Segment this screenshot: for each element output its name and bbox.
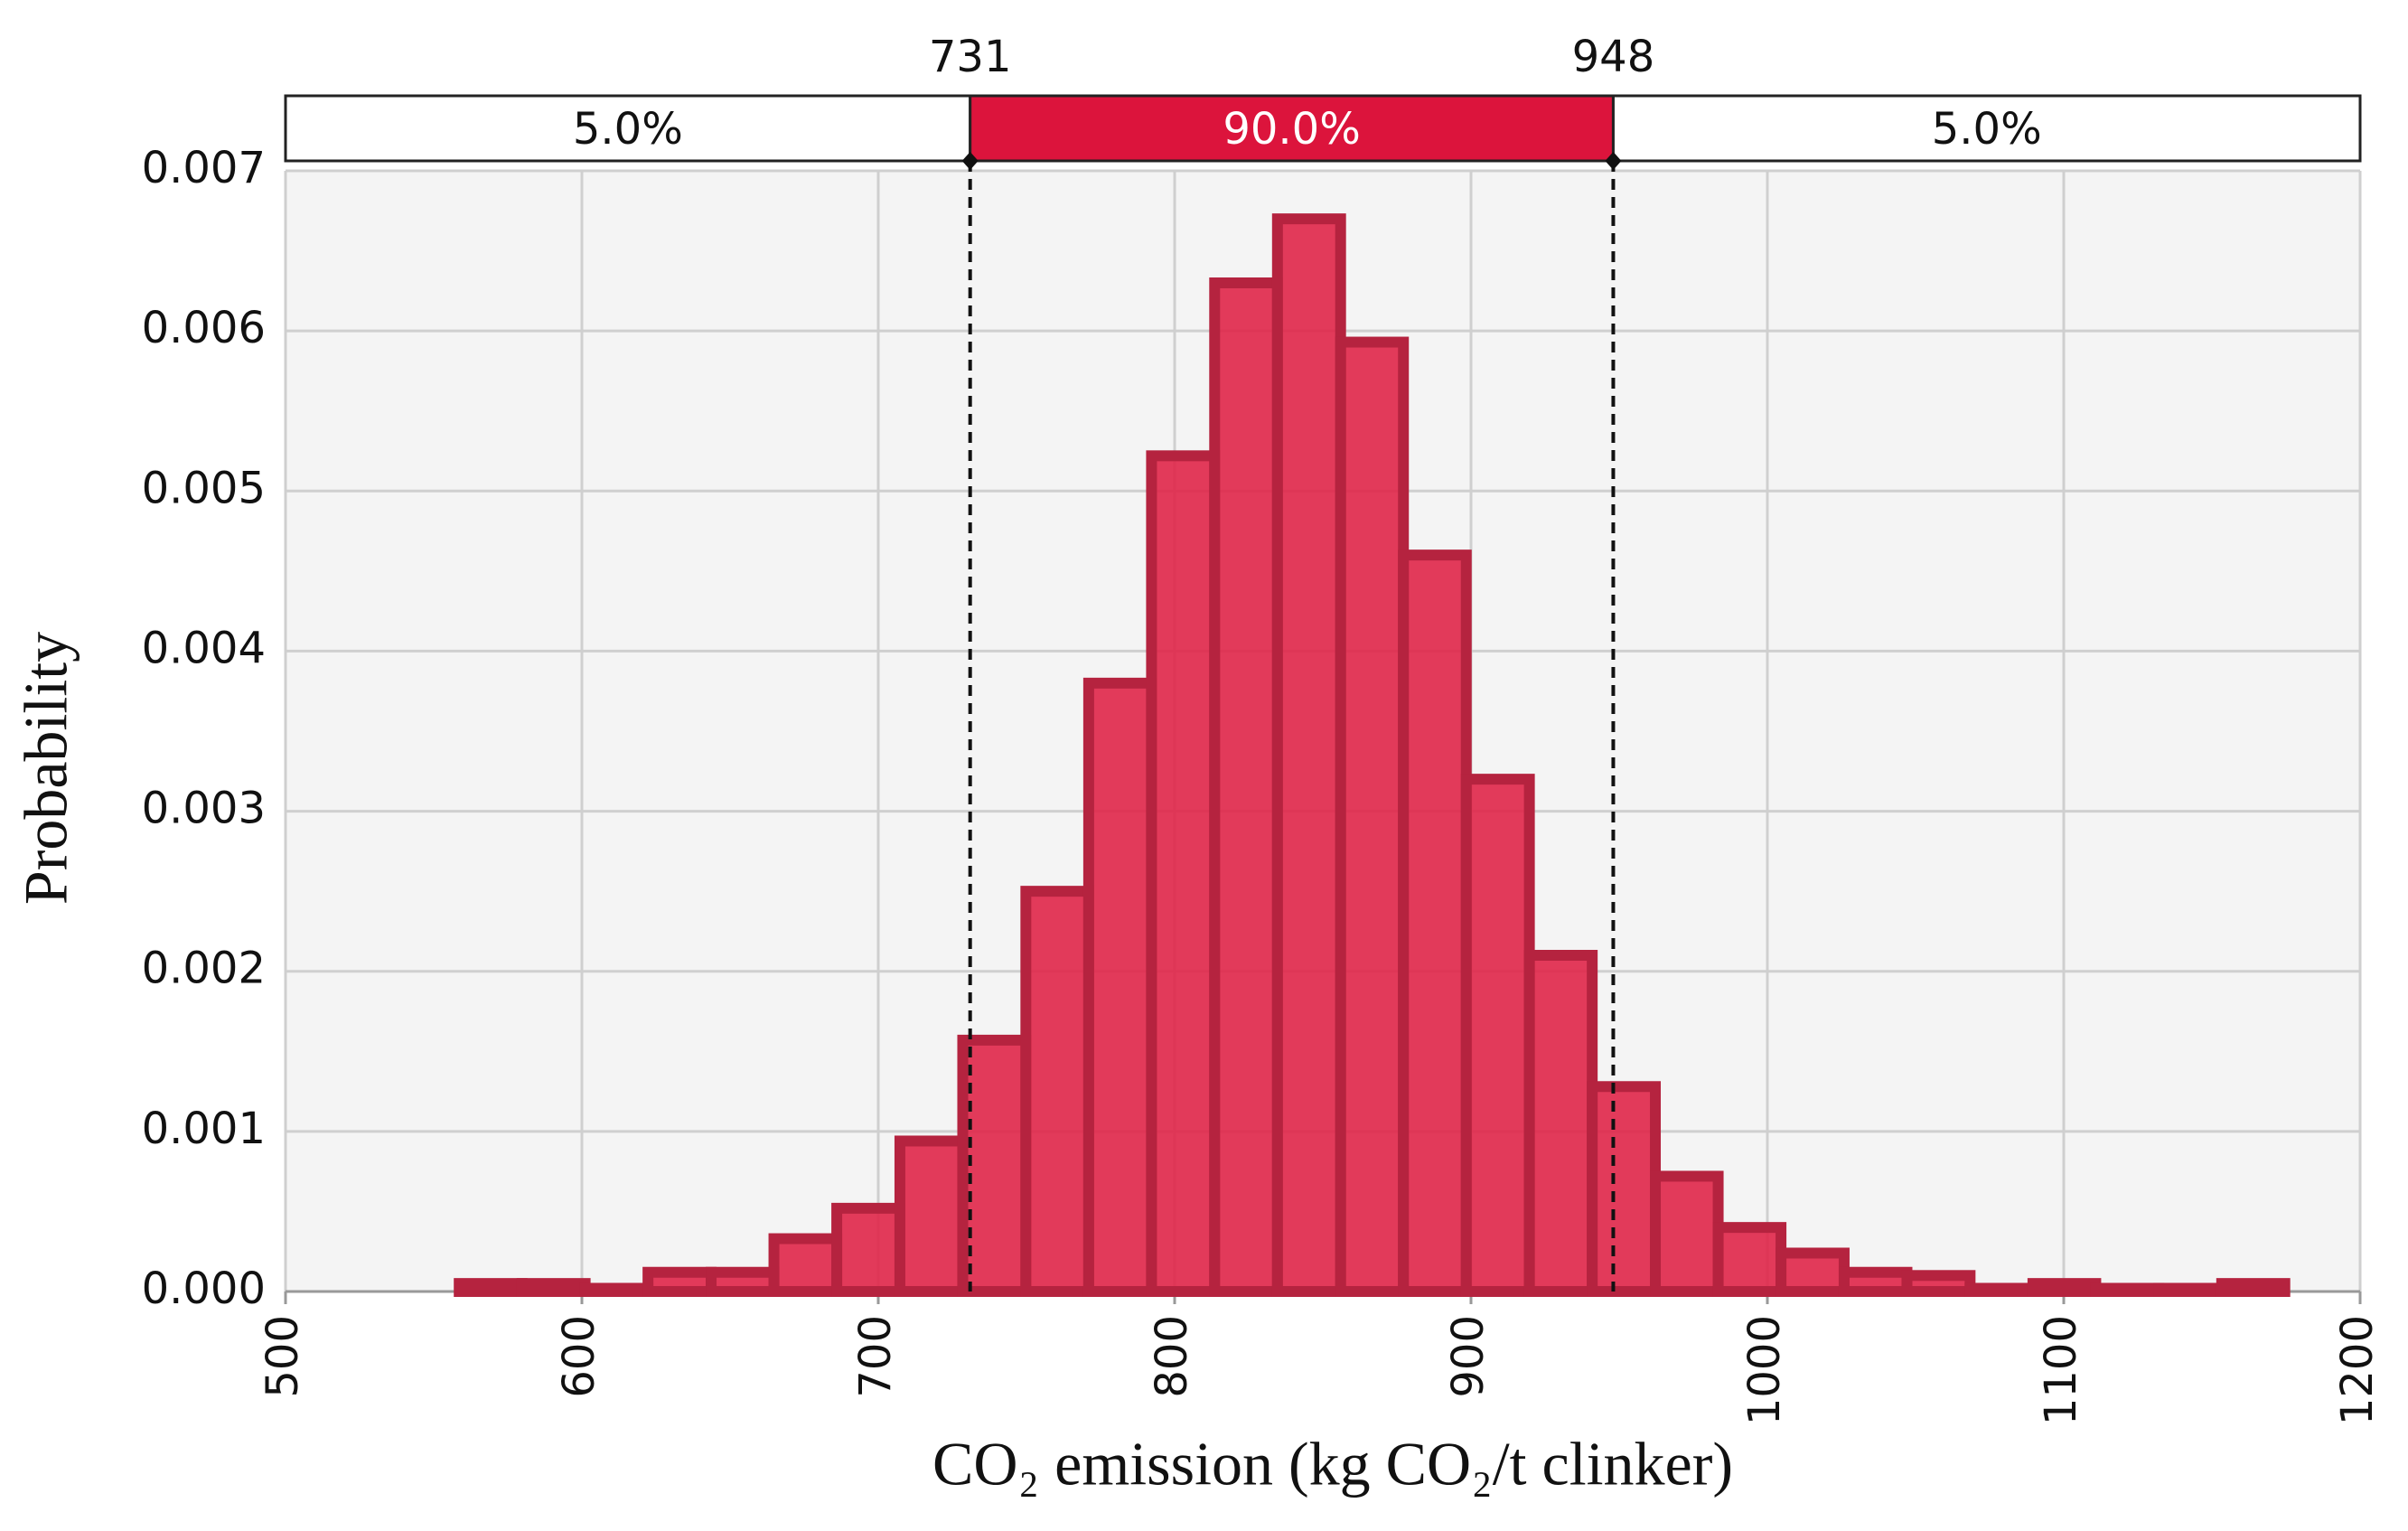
bar bbox=[1146, 450, 1221, 1298]
bar bbox=[516, 1278, 591, 1297]
x-tick-label: 800 bbox=[1147, 1315, 1197, 1398]
interval-label: 90.0% bbox=[1223, 104, 1360, 155]
x-tick-label: 1000 bbox=[1739, 1315, 1790, 1425]
bar bbox=[1650, 1170, 1724, 1298]
bar bbox=[2216, 1278, 2291, 1297]
bar bbox=[768, 1233, 843, 1297]
bar bbox=[894, 1135, 969, 1297]
x-tick-label: 900 bbox=[1443, 1315, 1494, 1398]
x-tick-label: 700 bbox=[850, 1315, 901, 1398]
bar bbox=[1964, 1282, 2038, 1298]
x-tick-label: 500 bbox=[258, 1315, 308, 1398]
bar bbox=[1587, 1081, 1662, 1298]
bar bbox=[1838, 1266, 1913, 1297]
bar bbox=[1523, 950, 1598, 1297]
x-axis-label: CO₂ emission (kg CO₂/t clinker) bbox=[932, 1430, 1733, 1498]
bar bbox=[1901, 1270, 1976, 1298]
bar bbox=[2153, 1282, 2227, 1298]
y-tick-label: 0.006 bbox=[142, 303, 266, 353]
bar bbox=[642, 1266, 717, 1297]
x-tick-label: 1200 bbox=[2332, 1315, 2383, 1425]
bar bbox=[1209, 277, 1283, 1297]
interval-marker bbox=[1605, 152, 1622, 170]
y-axis-label: Probability bbox=[12, 632, 80, 905]
interval-label: 5.0% bbox=[573, 104, 683, 155]
bar bbox=[1082, 677, 1157, 1297]
bar bbox=[1271, 213, 1346, 1298]
y-tick-label: 0.007 bbox=[142, 143, 266, 193]
interval-marker bbox=[961, 152, 979, 170]
bar bbox=[1712, 1222, 1787, 1297]
interval-middle bbox=[969, 94, 1615, 163]
bar bbox=[1460, 774, 1535, 1297]
bar bbox=[579, 1282, 654, 1298]
bar bbox=[1020, 886, 1094, 1298]
bar bbox=[706, 1266, 780, 1297]
bar bbox=[454, 1278, 528, 1297]
y-tick-label: 0.000 bbox=[142, 1263, 266, 1314]
x-tick-label: 600 bbox=[554, 1315, 604, 1398]
bar bbox=[957, 1034, 1032, 1298]
bar bbox=[1776, 1247, 1850, 1298]
interval-value: 731 bbox=[929, 32, 1012, 82]
y-tick-label: 0.001 bbox=[142, 1104, 266, 1154]
y-tick-label: 0.005 bbox=[142, 463, 266, 513]
bar bbox=[1398, 549, 1472, 1297]
interval-label: 5.0% bbox=[1932, 104, 2042, 155]
y-tick-label: 0.003 bbox=[142, 784, 266, 834]
x-tick-label: 1100 bbox=[2036, 1315, 2086, 1425]
bar bbox=[2027, 1278, 2102, 1297]
bar bbox=[1335, 336, 1410, 1297]
y-tick-label: 0.002 bbox=[142, 944, 266, 994]
y-tick-label: 0.004 bbox=[142, 623, 266, 673]
bar bbox=[2090, 1282, 2165, 1298]
interval-value: 948 bbox=[1572, 32, 1655, 82]
bar bbox=[831, 1202, 905, 1298]
interval-left bbox=[284, 94, 972, 163]
interval-right bbox=[1611, 94, 2362, 163]
